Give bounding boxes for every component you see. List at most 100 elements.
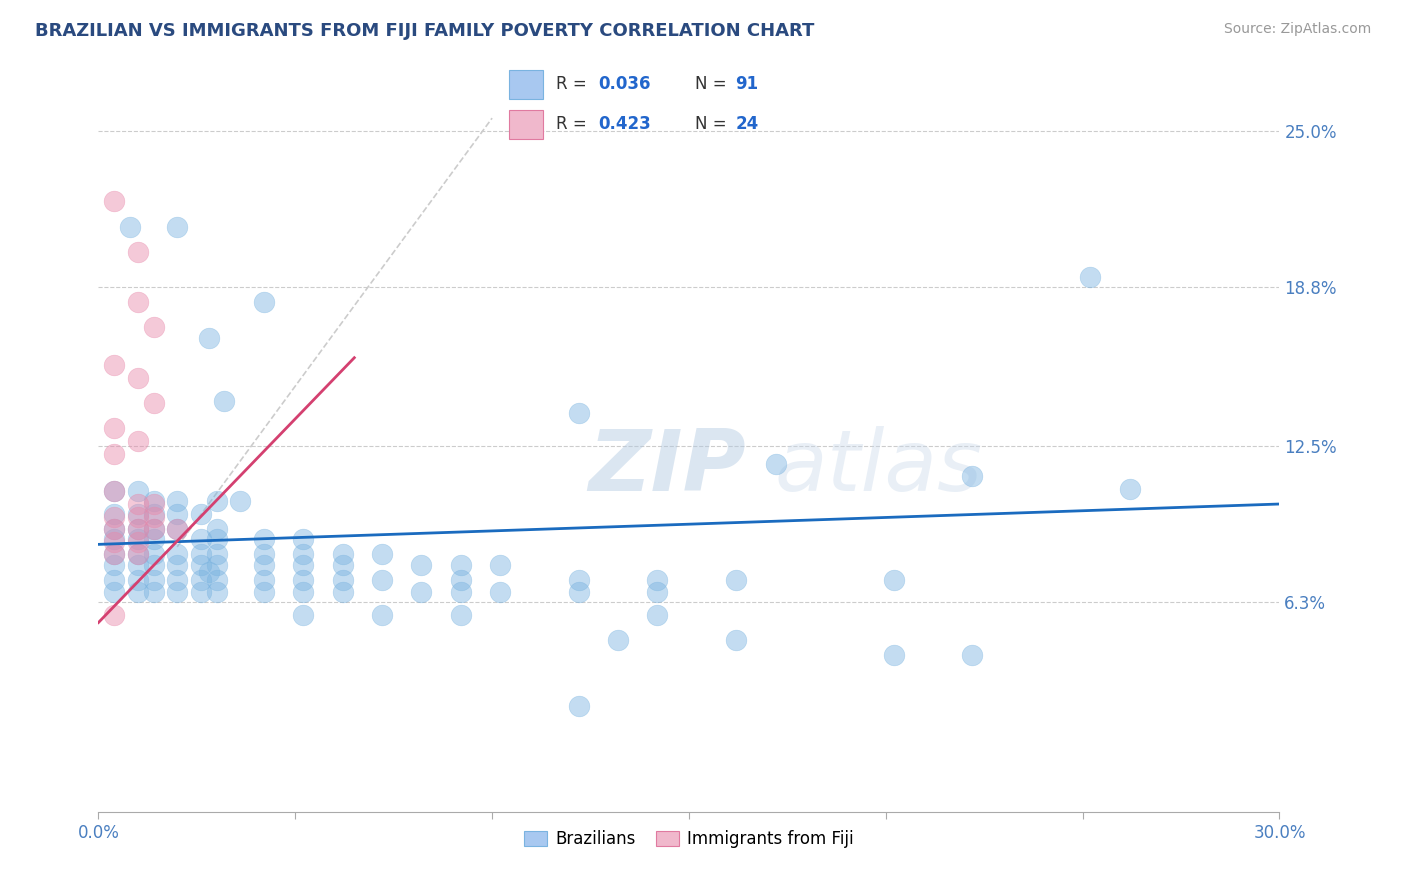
Point	[166, 558, 188, 572]
Point	[190, 507, 212, 521]
Point	[127, 244, 149, 259]
Point	[166, 507, 188, 521]
Point	[127, 371, 149, 385]
Point	[568, 698, 591, 713]
Point	[190, 573, 212, 587]
Point	[568, 406, 591, 420]
Point	[411, 585, 433, 599]
Point	[253, 558, 276, 572]
Point	[332, 548, 354, 562]
Point	[127, 585, 149, 599]
Point	[127, 295, 149, 310]
Point	[103, 359, 125, 373]
Point	[1119, 482, 1142, 496]
Point	[103, 573, 125, 587]
Point	[127, 558, 149, 572]
Text: Source: ZipAtlas.com: Source: ZipAtlas.com	[1223, 22, 1371, 37]
Point	[725, 573, 748, 587]
Point	[142, 522, 165, 536]
Point	[962, 648, 984, 663]
Point	[127, 522, 149, 536]
Point	[118, 219, 141, 234]
Point	[253, 573, 276, 587]
Point	[647, 573, 669, 587]
Point	[142, 533, 165, 547]
Point	[127, 522, 149, 536]
Point	[127, 434, 149, 448]
Point	[371, 548, 394, 562]
Point	[205, 558, 228, 572]
Point	[103, 509, 125, 524]
FancyBboxPatch shape	[509, 110, 543, 139]
Point	[127, 507, 149, 521]
Point	[103, 421, 125, 435]
Point	[103, 194, 125, 209]
Text: R =: R =	[557, 115, 592, 133]
Point	[962, 469, 984, 483]
Point	[253, 533, 276, 547]
Text: BRAZILIAN VS IMMIGRANTS FROM FIJI FAMILY POVERTY CORRELATION CHART: BRAZILIAN VS IMMIGRANTS FROM FIJI FAMILY…	[35, 22, 814, 40]
Text: atlas: atlas	[773, 426, 981, 509]
Point	[103, 522, 125, 536]
Text: N =: N =	[695, 76, 731, 94]
Point	[450, 607, 472, 622]
Point	[127, 484, 149, 499]
Point	[127, 497, 149, 511]
FancyBboxPatch shape	[509, 70, 543, 99]
Point	[568, 585, 591, 599]
Point	[450, 558, 472, 572]
Point	[103, 548, 125, 562]
Point	[103, 607, 125, 622]
Point	[190, 558, 212, 572]
Point	[205, 548, 228, 562]
Point	[332, 585, 354, 599]
Point	[166, 219, 188, 234]
Point	[607, 633, 630, 648]
Point	[103, 484, 125, 499]
Point	[489, 585, 512, 599]
Point	[127, 534, 149, 549]
Point	[205, 494, 228, 508]
Point	[166, 573, 188, 587]
Text: 0.036: 0.036	[599, 76, 651, 94]
Point	[127, 533, 149, 547]
Point	[292, 533, 315, 547]
Point	[142, 558, 165, 572]
Point	[253, 548, 276, 562]
Point	[411, 558, 433, 572]
Point	[142, 396, 165, 410]
Point	[142, 320, 165, 334]
Point	[166, 522, 188, 536]
Point	[253, 295, 276, 310]
Point	[205, 533, 228, 547]
Point	[103, 446, 125, 460]
Point	[292, 558, 315, 572]
Point	[489, 558, 512, 572]
Point	[127, 509, 149, 524]
Point	[214, 393, 236, 408]
Point	[103, 533, 125, 547]
Point	[647, 607, 669, 622]
Point	[127, 548, 149, 562]
Point	[292, 585, 315, 599]
Text: N =: N =	[695, 115, 731, 133]
Point	[1080, 270, 1102, 285]
Point	[127, 548, 149, 562]
Point	[166, 494, 188, 508]
Point	[166, 548, 188, 562]
Point	[142, 507, 165, 521]
Point	[205, 573, 228, 587]
Text: ZIP: ZIP	[589, 426, 747, 509]
Point	[190, 533, 212, 547]
Text: 24: 24	[735, 115, 759, 133]
Point	[229, 494, 252, 508]
Point	[371, 607, 394, 622]
Point	[103, 558, 125, 572]
Text: R =: R =	[557, 76, 592, 94]
Point	[142, 494, 165, 508]
Point	[190, 548, 212, 562]
Point	[647, 585, 669, 599]
Legend: Brazilians, Immigrants from Fiji: Brazilians, Immigrants from Fiji	[517, 823, 860, 855]
Point	[197, 330, 219, 344]
Point	[292, 573, 315, 587]
